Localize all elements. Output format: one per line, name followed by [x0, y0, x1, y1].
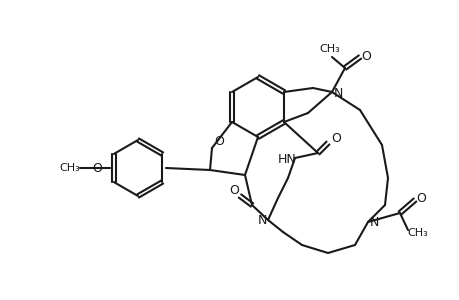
- Text: N: N: [257, 214, 266, 227]
- Text: CH₃: CH₃: [60, 163, 80, 173]
- Text: O: O: [415, 193, 425, 206]
- Text: CH₃: CH₃: [407, 228, 427, 238]
- Text: N: N: [369, 217, 378, 230]
- Text: O: O: [229, 184, 238, 196]
- Text: CH₃: CH₃: [319, 44, 340, 54]
- Text: N: N: [333, 86, 342, 100]
- Text: O: O: [330, 131, 340, 145]
- Text: O: O: [92, 161, 102, 175]
- Text: HN: HN: [277, 152, 296, 166]
- Text: O: O: [213, 134, 224, 148]
- Text: O: O: [360, 50, 370, 62]
